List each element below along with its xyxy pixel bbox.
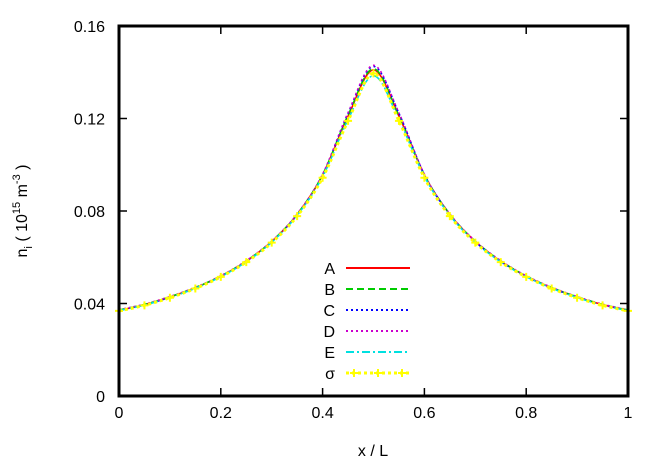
series-line-3: [118, 64, 629, 311]
series-point-5-16: [522, 272, 531, 281]
y-label-exp1: 15: [11, 202, 23, 214]
series-line-2: [118, 65, 629, 311]
series-point-5-4: [216, 272, 225, 281]
y-tick-label-0: 0: [96, 389, 105, 406]
series-line-4: [118, 74, 629, 312]
y-tick-label-2: 0.08: [74, 204, 105, 221]
x-axis-label: x / L: [358, 443, 388, 460]
series-point-5-19: [598, 301, 607, 310]
y-tick-label-3: 0.12: [74, 112, 105, 129]
legend-label-5: σ: [325, 366, 335, 383]
legend-label-2: C: [323, 303, 335, 320]
series-point-5-5: [242, 258, 251, 267]
y-tick-label-4: 0.16: [74, 19, 105, 36]
x-tick-label-1: 0.2: [210, 405, 232, 422]
legend-marker-5-1: [374, 369, 382, 377]
series-point-5-6: [267, 238, 276, 247]
series-line-1: [118, 67, 629, 311]
legend-label-4: E: [324, 345, 335, 362]
series-point-5-17: [547, 284, 556, 293]
y-label-exp2: -3: [11, 174, 23, 184]
x-tick-label-4: 0.8: [515, 405, 537, 422]
series-point-5-14: [471, 238, 480, 247]
series-point-5-13: [445, 212, 454, 221]
y-label-open: ( 10: [14, 214, 31, 246]
legend-label-0: A: [324, 261, 335, 278]
x-tick-label-3: 0.6: [413, 405, 435, 422]
y-tick-label-1: 0.04: [74, 297, 105, 314]
series-point-5-3: [191, 284, 200, 293]
tick-labels: 0 0.2 0.4 0.6 0.8 1 0 0.04 0.08 0.12 0.16: [74, 19, 633, 422]
series-line-0: [118, 69, 629, 312]
series-point-5-9: [344, 116, 353, 125]
y-label-subscript: i: [23, 246, 35, 248]
y-axis-label: ni ( 1015 m-3 ): [11, 165, 35, 258]
series-point-5-11: [394, 116, 403, 125]
series-point-5-2: [165, 293, 174, 302]
series-point-5-10: [369, 69, 378, 78]
series-line-5: [118, 71, 629, 313]
plot-frame: [117, 24, 630, 398]
x-tick-label-0: 0: [115, 405, 124, 422]
series-point-5-1: [140, 301, 149, 310]
series-point-5-18: [573, 293, 582, 302]
legend-marker-5-2: [398, 369, 406, 377]
series-lines: [115, 64, 632, 315]
x-tick-label-5: 1: [624, 405, 633, 422]
y-label-base: n: [14, 249, 31, 258]
axis-ticks: [118, 25, 629, 397]
legend-marker-5-0: [350, 369, 358, 377]
y-label-close: ): [14, 165, 31, 175]
series-point-5-7: [293, 212, 302, 221]
legend-label-3: D: [323, 324, 335, 341]
x-tick-label-2: 0.4: [311, 405, 333, 422]
series-point-5-12: [420, 173, 429, 182]
legend-label-1: B: [324, 282, 335, 299]
series-point-5-15: [496, 258, 505, 267]
y-label-unit: m: [14, 184, 31, 202]
series-point-5-8: [318, 173, 327, 182]
